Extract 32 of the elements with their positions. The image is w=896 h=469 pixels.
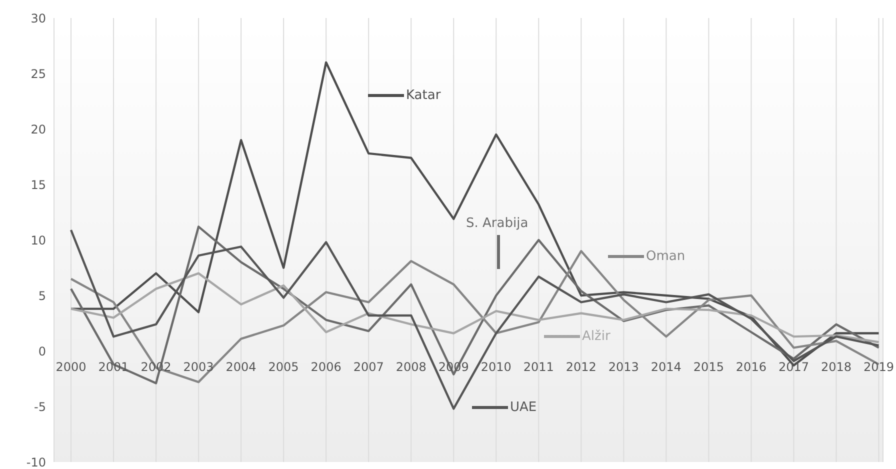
y-tick-label: 15 xyxy=(30,178,46,192)
y-tick-label: 20 xyxy=(30,122,46,136)
x-tick-label: 2007 xyxy=(353,360,384,374)
x-tick-label: 2010 xyxy=(480,360,512,374)
x-tick-label: 2005 xyxy=(268,360,299,374)
x-tick-label: 2013 xyxy=(608,360,639,374)
x-tick-label: 2004 xyxy=(226,360,256,374)
x-tick-label: 2003 xyxy=(183,360,214,374)
x-tick-label: 2015 xyxy=(693,360,724,374)
y-tick-label: 30 xyxy=(30,11,46,26)
legend-label: Katar xyxy=(406,88,441,103)
legend-label: UAE xyxy=(510,400,537,415)
x-tick-label: 2011 xyxy=(523,360,554,374)
x-tick-label: 2008 xyxy=(396,360,426,374)
x-tick-label: 2019 xyxy=(863,360,894,374)
x-tick-label: 2014 xyxy=(650,360,682,374)
series-label: S. Arabija xyxy=(466,216,528,231)
x-tick-label: 2000 xyxy=(56,360,86,374)
legend-label: Alžir xyxy=(582,329,610,344)
y-tick-label: 5 xyxy=(38,288,46,303)
y-tick-label: -5 xyxy=(34,400,46,414)
x-tick-label: 2018 xyxy=(820,360,852,374)
y-tick-label: 25 xyxy=(30,66,46,81)
y-tick-label: 0 xyxy=(38,344,46,358)
legend-label: Oman xyxy=(646,249,686,264)
x-tick-label: 2017 xyxy=(778,360,809,374)
y-tick-label: 10 xyxy=(30,233,46,248)
x-tick-label: 2006 xyxy=(310,360,342,374)
y-tick-label: -10 xyxy=(26,455,46,469)
line-series xyxy=(70,272,880,344)
x-tick-label: 2012 xyxy=(566,360,596,374)
x-tick-label: 2016 xyxy=(736,360,766,374)
